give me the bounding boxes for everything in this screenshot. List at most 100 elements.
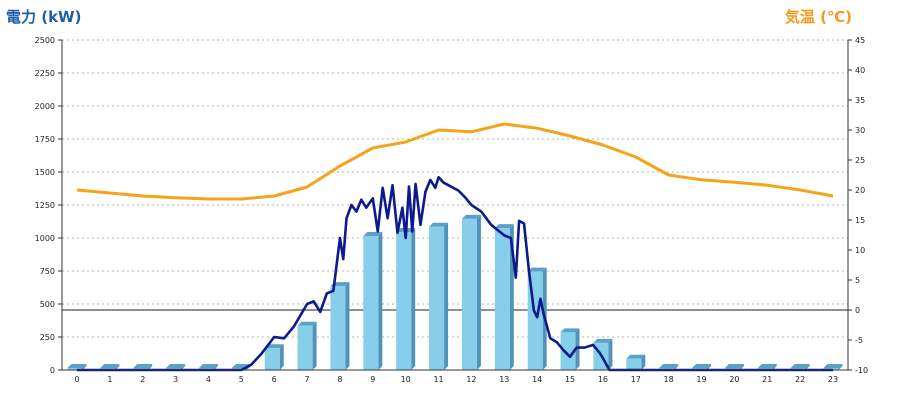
left-tick-label: 1250 bbox=[35, 201, 55, 210]
x-tick-label: 7 bbox=[305, 375, 310, 384]
axes bbox=[58, 39, 852, 371]
bar-side bbox=[213, 364, 218, 370]
left-tick-label: 500 bbox=[40, 300, 55, 309]
bar-front bbox=[297, 325, 313, 370]
x-tick-label: 12 bbox=[466, 375, 476, 384]
bar bbox=[396, 228, 416, 370]
bar-top bbox=[297, 321, 317, 326]
bar-side bbox=[575, 328, 580, 370]
x-tick-label: 16 bbox=[598, 375, 608, 384]
gridlines bbox=[62, 39, 848, 338]
x-tick-label: 9 bbox=[370, 375, 375, 384]
right-tick-label: 25 bbox=[855, 156, 865, 165]
bar bbox=[593, 338, 613, 370]
x-tick-label: 8 bbox=[337, 375, 342, 384]
bar-side bbox=[674, 364, 679, 370]
bar-top bbox=[757, 364, 777, 368]
bar-side bbox=[838, 364, 843, 370]
right-tick-label: 5 bbox=[855, 276, 860, 285]
x-tick-label: 17 bbox=[631, 375, 641, 384]
bar bbox=[560, 328, 580, 370]
bar bbox=[461, 214, 481, 370]
bar-side bbox=[772, 364, 777, 370]
right-tick-label: 30 bbox=[855, 126, 865, 135]
series-lines bbox=[76, 122, 834, 372]
x-tick-label: 0 bbox=[74, 375, 79, 384]
bar-front bbox=[330, 286, 346, 370]
bar-side bbox=[707, 364, 712, 370]
left-tick-label: 2500 bbox=[35, 36, 55, 45]
right-axis-title: 気温 (℃) bbox=[784, 8, 852, 26]
bar-side bbox=[378, 232, 383, 370]
x-tick-label: 10 bbox=[401, 375, 411, 384]
bar-top bbox=[133, 364, 153, 368]
bar bbox=[429, 222, 449, 370]
left-tick-label: 250 bbox=[40, 333, 55, 342]
x-tick-label: 23 bbox=[828, 375, 838, 384]
x-tick-label: 5 bbox=[239, 375, 244, 384]
right-tick-label: 0 bbox=[855, 306, 860, 315]
left-tick-label: 1000 bbox=[35, 234, 55, 243]
bar-side bbox=[345, 282, 350, 370]
bar bbox=[330, 282, 350, 370]
bar-front bbox=[429, 226, 445, 370]
right-tick-label: 40 bbox=[855, 66, 865, 75]
x-tick-label: 2 bbox=[140, 375, 145, 384]
x-tick-label: 3 bbox=[173, 375, 178, 384]
bar-side bbox=[312, 321, 317, 370]
bar-side bbox=[148, 364, 153, 370]
bar-top bbox=[527, 267, 547, 272]
bar-top bbox=[100, 364, 120, 368]
bar-front bbox=[560, 332, 576, 370]
bar bbox=[264, 344, 284, 370]
left-tick-label: 750 bbox=[40, 267, 55, 276]
x-tick-label: 4 bbox=[206, 375, 211, 384]
bar-top bbox=[823, 364, 843, 368]
bar bbox=[363, 232, 383, 370]
bar-top bbox=[166, 364, 186, 368]
x-tick-label: 18 bbox=[664, 375, 674, 384]
bar-front bbox=[626, 358, 642, 370]
temperature-line bbox=[76, 122, 834, 201]
bar-front bbox=[494, 228, 510, 370]
x-tick-label: 1 bbox=[107, 375, 112, 384]
bar-top bbox=[626, 354, 646, 359]
power-line bbox=[77, 175, 833, 372]
bar-side bbox=[181, 364, 186, 370]
right-tick-label: 10 bbox=[855, 246, 865, 255]
x-tick-label: 19 bbox=[696, 375, 706, 384]
x-tick-label: 22 bbox=[795, 375, 805, 384]
bar-top bbox=[198, 364, 218, 368]
bar-front bbox=[67, 368, 83, 370]
bar-side bbox=[476, 214, 481, 370]
bar-side bbox=[279, 344, 284, 370]
right-tick-label: -5 bbox=[855, 336, 863, 345]
left-tick-label: 0 bbox=[50, 366, 55, 375]
bar-top bbox=[494, 224, 514, 229]
bar bbox=[67, 364, 87, 370]
x-tick-label: 11 bbox=[433, 375, 443, 384]
bar-top bbox=[461, 214, 481, 219]
x-tick-label: 14 bbox=[532, 375, 542, 384]
bar-side bbox=[739, 364, 744, 370]
right-tick-label: -10 bbox=[855, 366, 868, 375]
bar-front bbox=[396, 232, 412, 370]
left-tick-label: 1500 bbox=[35, 168, 55, 177]
left-tick-label: 2000 bbox=[35, 102, 55, 111]
x-tick-label: 13 bbox=[499, 375, 509, 384]
bar-side bbox=[641, 354, 646, 370]
tick-labels: 02505007501000125015001750200022502500-1… bbox=[35, 36, 868, 384]
bar-top bbox=[724, 364, 744, 368]
x-tick-label: 20 bbox=[729, 375, 739, 384]
bar-side bbox=[411, 228, 416, 370]
bar-front bbox=[461, 218, 477, 370]
right-tick-label: 20 bbox=[855, 186, 865, 195]
bar-top bbox=[659, 364, 679, 368]
x-tick-label: 6 bbox=[272, 375, 277, 384]
bar-top bbox=[692, 364, 712, 368]
x-tick-label: 15 bbox=[565, 375, 575, 384]
left-axis-title: 電力 (kW) bbox=[6, 8, 82, 26]
bar-top bbox=[593, 338, 613, 343]
bar-top bbox=[67, 364, 87, 368]
